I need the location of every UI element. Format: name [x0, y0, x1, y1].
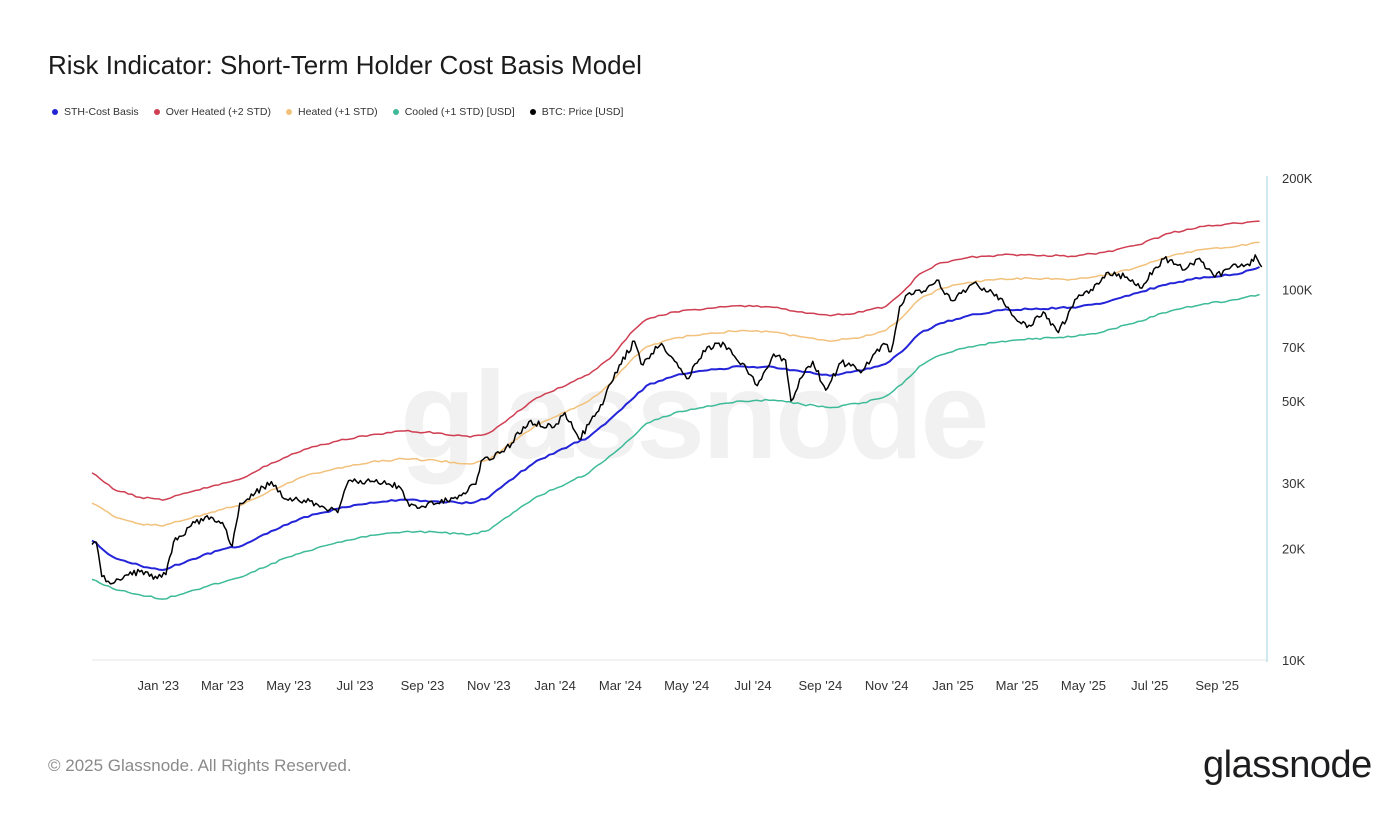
x-axis: Jan '23 Mar '23 May '23 Jul '23 Sep '23 Nov '… — [92, 659, 1267, 693]
legend-label: BTC: Price [USD] — [541, 106, 624, 118]
legend-swatch — [529, 109, 536, 115]
x-tick-label: Nov '24 — [865, 678, 909, 693]
x-tick-label: May '25 — [1061, 678, 1106, 693]
x-tick-label: Nov '23 — [467, 678, 511, 693]
y-axis: 10K 20K 30K 50K 70K 100K 200K — [1266, 171, 1313, 668]
legend-label: STH-Cost Basis — [64, 106, 139, 118]
series-line-heated-1-std — [91, 241, 1260, 527]
copyright-text: © 2025 Glassnode. All Rights Reserved. — [48, 756, 352, 775]
y-tick-label: 70K — [1282, 340, 1305, 355]
series-line-cooled-1-std-usd — [91, 293, 1260, 600]
x-tick-label: May '24 — [664, 678, 709, 693]
x-tick-label: Sep '24 — [799, 678, 843, 693]
series-line-sth-cost-basis — [91, 266, 1260, 571]
glassnode-logo[interactable]: glassnode — [1203, 744, 1372, 786]
legend-item-cooled[interactable]: Cooled (+1 STD) [USD] — [392, 106, 515, 118]
watermark: glassnode — [400, 347, 989, 485]
legend-label: Cooled (+1 STD) [USD] — [404, 106, 515, 118]
series-line-over-heated-2-std — [91, 220, 1260, 501]
x-tick-label: Jul '24 — [734, 678, 771, 693]
legend-item-sth-cost-basis[interactable]: STH-Cost Basis — [52, 106, 139, 118]
x-tick-label: Mar '25 — [996, 678, 1039, 693]
legend-item-over-heated[interactable]: Over Heated (+2 STD) — [153, 106, 272, 118]
x-tick-label: May '23 — [266, 678, 311, 693]
x-tick-label: Jul '23 — [336, 678, 373, 693]
y-tick-label: 20K — [1282, 541, 1305, 556]
x-tick-label: Jan '25 — [932, 678, 974, 693]
legend-label: Over Heated (+2 STD) — [165, 106, 272, 118]
legend-swatch — [52, 109, 58, 115]
legend: STH-Cost Basis Over Heated (+2 STD) Heat… — [52, 106, 623, 118]
y-tick-label: 10K — [1282, 653, 1305, 668]
x-tick-label: Mar '23 — [201, 678, 244, 693]
y-tick-label: 100K — [1282, 283, 1313, 298]
x-tick-label: Jan '24 — [534, 678, 576, 693]
series-layer — [91, 220, 1263, 600]
legend-swatch — [286, 109, 293, 115]
y-tick-label: 30K — [1282, 476, 1305, 491]
legend-label: Heated (+1 STD) — [298, 106, 378, 118]
legend-item-btc-price[interactable]: BTC: Price [USD] — [529, 106, 624, 118]
x-tick-label: Sep '23 — [401, 678, 445, 693]
x-tick-label: Mar '24 — [599, 678, 642, 693]
chart-title: Risk Indicator: Short-Term Holder Cost B… — [48, 50, 642, 80]
y-tick-label: 200K — [1282, 171, 1313, 186]
x-tick-label: Sep '25 — [1195, 678, 1239, 693]
legend-swatch — [392, 109, 399, 115]
legend-item-heated[interactable]: Heated (+1 STD) — [286, 106, 378, 118]
x-tick-label: Jan '23 — [138, 678, 180, 693]
series-line-btc-price-usd — [91, 254, 1263, 585]
y-tick-label: 50K — [1282, 394, 1305, 409]
x-tick-label: Jul '25 — [1131, 678, 1168, 693]
legend-swatch — [153, 109, 160, 115]
